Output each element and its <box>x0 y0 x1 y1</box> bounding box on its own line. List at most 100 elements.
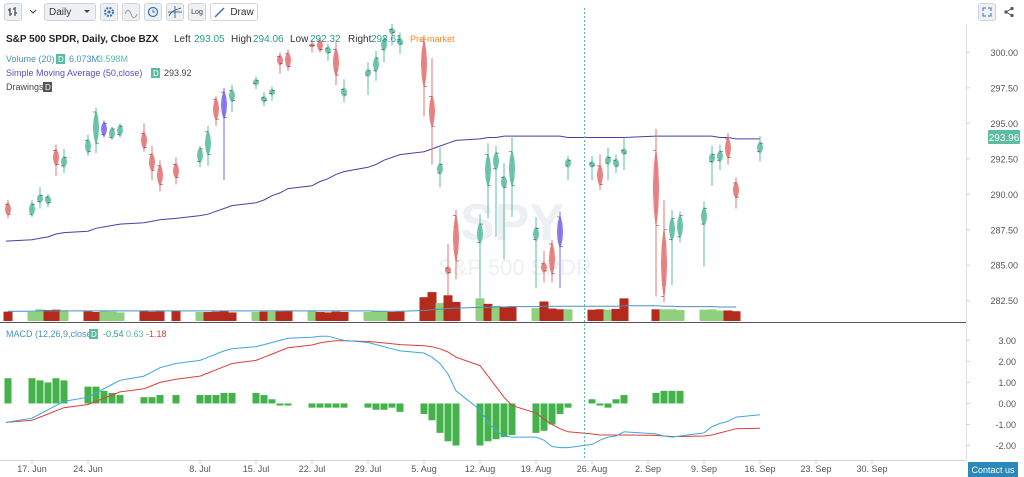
price-tick-label: 287.50 <box>990 225 1018 235</box>
compare-button[interactable] <box>122 3 140 21</box>
macd-hist-bar <box>596 403 604 406</box>
candle-body <box>149 152 155 173</box>
candle-body <box>541 261 547 274</box>
volume-legend-badge[interactable] <box>56 54 65 64</box>
volume-bar <box>283 310 293 321</box>
candle-body <box>709 152 715 165</box>
candle <box>445 243 451 296</box>
candle-body <box>381 37 387 52</box>
time-tick-label: 9. Sep <box>691 464 717 474</box>
volume-bar <box>363 312 373 321</box>
volume-bar <box>539 301 549 321</box>
candle <box>533 216 539 288</box>
macd-hist-bar <box>324 403 332 408</box>
volume-bar <box>251 312 261 321</box>
candle <box>477 214 483 300</box>
volume-bar <box>547 308 557 321</box>
candle <box>269 86 275 101</box>
hist-legend-value: -1.18 <box>146 329 167 339</box>
macd-hist-bar <box>60 380 68 404</box>
candle-body <box>45 194 51 206</box>
fullscreen-button[interactable] <box>978 3 996 21</box>
gear-icon <box>104 7 114 17</box>
price-tick-label: 282.50 <box>990 296 1018 306</box>
volume-bar <box>107 311 117 321</box>
macd-hist-bar <box>428 403 436 421</box>
sma-line <box>5 135 760 242</box>
candle-body <box>253 78 259 86</box>
volume-bar <box>331 311 341 321</box>
macd-hist-bar <box>36 380 44 404</box>
candle <box>173 157 179 185</box>
draw-label: Draw <box>230 6 254 18</box>
candle <box>661 199 667 303</box>
volume-bar <box>723 310 733 321</box>
sma-legend-badge[interactable] <box>151 68 160 78</box>
high-label: High <box>231 34 252 45</box>
macd-hist-bar <box>396 403 404 412</box>
clock-button[interactable] <box>144 3 162 21</box>
candle-body <box>493 150 499 172</box>
macd-hist-bar <box>4 378 12 404</box>
signal-legend-value: 0.63 <box>126 329 144 339</box>
macd-hist-bar <box>196 395 204 404</box>
volume-bar <box>619 298 629 321</box>
interval-select[interactable]: Daily <box>44 3 96 21</box>
low-value: 292.32 <box>310 34 341 45</box>
candle <box>397 32 403 54</box>
contact-us-label: Contact us <box>971 464 1015 475</box>
contact-us-button[interactable]: Contact us <box>968 462 1018 477</box>
candle-body <box>677 212 683 240</box>
volume-bar <box>611 308 621 321</box>
candle-body <box>37 193 43 204</box>
volume-bar <box>715 310 725 321</box>
macd-tick-label: 1.00 <box>998 378 1016 388</box>
log-scale-button[interactable]: Log <box>188 3 206 21</box>
volume-legend-label: Volume (20) <box>6 54 55 64</box>
drawings-legend-badge-label: D <box>45 83 51 92</box>
candle <box>613 154 619 173</box>
volume-bar <box>323 312 333 321</box>
watermark: SPY S&P 500 SPDR <box>438 194 592 280</box>
candle-body <box>365 68 371 78</box>
chart-type-button[interactable] <box>4 3 22 21</box>
candle <box>325 43 331 61</box>
macd-hist-bar <box>436 403 444 433</box>
volume-bar <box>211 311 221 321</box>
macd-hist-bar <box>532 403 540 433</box>
crosshair-button[interactable] <box>166 3 184 21</box>
macd-hist-bar <box>588 399 596 404</box>
time-tick-label: 15. Jul <box>243 464 270 474</box>
candle-body <box>229 88 235 104</box>
macd-legend-badge[interactable] <box>89 329 98 339</box>
candle <box>341 79 347 103</box>
draw-button[interactable]: Draw <box>210 3 258 21</box>
macd-legend-value: -0.54 <box>103 329 124 339</box>
candle-body <box>485 151 491 189</box>
sma-legend-label: Simple Moving Average (50,close) <box>6 68 142 78</box>
volume-bar <box>387 312 397 321</box>
volume-bar <box>155 311 165 321</box>
macd-signal-line <box>5 340 761 437</box>
study-legend[interactable]: Volume (20) D 6.073M 3.598M Simple Movin… <box>6 54 192 339</box>
toolbar: Daily Log Draw <box>0 0 1024 24</box>
drawings-legend-badge[interactable] <box>43 82 52 92</box>
time-tick-label: 16. Sep <box>744 464 775 474</box>
candle-body <box>477 221 483 246</box>
candle <box>29 199 35 217</box>
volume-bar <box>491 305 501 321</box>
settings-button[interactable] <box>100 3 118 21</box>
candle <box>549 239 555 283</box>
candle <box>485 143 491 219</box>
chart-type-dropdown[interactable] <box>26 3 40 21</box>
candle <box>373 50 379 81</box>
volume-bar <box>275 311 285 321</box>
macd-axis: 3.00 2.00 1.00 0.00 -1.00 -2.00 <box>966 336 1016 451</box>
candle-body <box>605 155 611 166</box>
share-button[interactable] <box>1000 3 1018 21</box>
candle-body <box>701 205 707 227</box>
candle-body <box>197 146 203 165</box>
volume-bar <box>667 309 677 321</box>
macd-hist-bar <box>508 403 516 435</box>
